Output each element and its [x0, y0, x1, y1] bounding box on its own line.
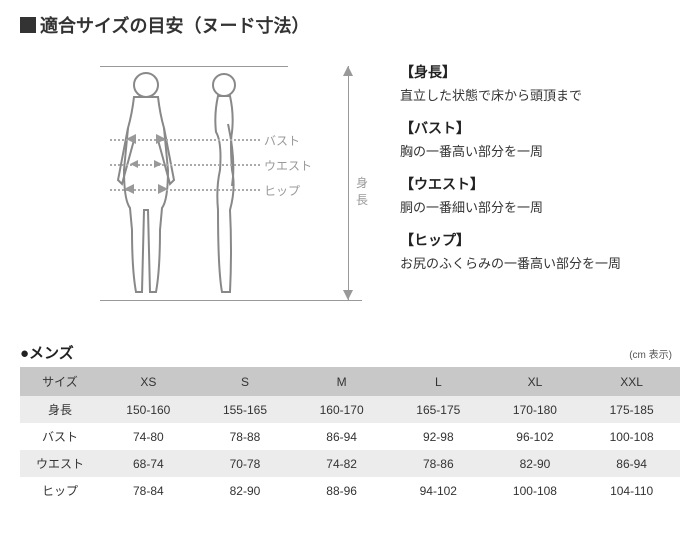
waist-label: ウエスト	[264, 157, 312, 174]
table-title-row: ●メンズ (cm 表示)	[20, 342, 680, 363]
definition-term: 【ウエスト】	[400, 174, 680, 194]
cell-value: 100-108	[487, 477, 584, 504]
definition-desc: 胴の一番細い部分を一周	[400, 197, 680, 216]
title-marker-icon	[20, 17, 36, 33]
cell-value: 96-102	[487, 423, 584, 450]
row-label: 身長	[20, 396, 100, 423]
top-extent-line	[100, 66, 288, 67]
definition-hip: 【ヒップ】 お尻のふくらみの一番高い部分を一周	[400, 230, 680, 272]
height-label: 身長	[356, 174, 368, 208]
table-row: ヒップ78-8482-9088-9694-102100-108104-110	[20, 477, 680, 504]
row-label: ウエスト	[20, 450, 100, 477]
cell-value: 155-165	[197, 396, 294, 423]
header-cell-size: XXL	[583, 367, 680, 396]
definition-term: 【バスト】	[400, 118, 680, 138]
cell-value: 94-102	[390, 477, 487, 504]
table-row: ウエスト68-7470-7874-8278-8682-9086-94	[20, 450, 680, 477]
table-row: バスト74-8078-8886-9492-9896-102100-108	[20, 423, 680, 450]
body-side-icon	[200, 70, 250, 300]
cell-value: 160-170	[293, 396, 390, 423]
definitions-list: 【身長】 直立した状態で床から頭頂まで 【バスト】 胸の一番高い部分を一周 【ウ…	[360, 54, 680, 314]
header-cell-size: S	[197, 367, 294, 396]
bottom-extent-line	[100, 300, 362, 301]
cell-value: 104-110	[583, 477, 680, 504]
header-cell-label: サイズ	[20, 367, 100, 396]
table-header-row: サイズ XS S M L XL XXL	[20, 367, 680, 396]
definition-term: 【身長】	[400, 62, 680, 82]
cell-value: 82-90	[487, 450, 584, 477]
table-unit: (cm 表示)	[629, 346, 680, 361]
cell-value: 78-84	[100, 477, 197, 504]
definition-term: 【ヒップ】	[400, 230, 680, 250]
bust-label: バスト	[264, 132, 300, 149]
header-cell-size: M	[293, 367, 390, 396]
cell-value: 82-90	[197, 477, 294, 504]
title-bar: 適合サイズの目安（ヌード寸法）	[20, 12, 680, 38]
definition-desc: お尻のふくらみの一番高い部分を一周	[400, 253, 680, 272]
size-table-section: ●メンズ (cm 表示) サイズ XS S M L XL XXL 身長150-1…	[20, 342, 680, 504]
definition-waist: 【ウエスト】 胴の一番細い部分を一周	[400, 174, 680, 216]
size-table: サイズ XS S M L XL XXL 身長150-160155-165160-…	[20, 367, 680, 504]
arrow-up-icon	[343, 66, 353, 76]
table-title: ●メンズ	[20, 342, 74, 363]
cell-value: 68-74	[100, 450, 197, 477]
definition-bust: 【バスト】 胸の一番高い部分を一周	[400, 118, 680, 160]
hip-label: ヒップ	[264, 182, 300, 199]
hip-arrows-icon	[124, 182, 168, 196]
cell-value: 100-108	[583, 423, 680, 450]
definition-desc: 直立した状態で床から頭頂まで	[400, 85, 680, 104]
bust-arrows-icon	[126, 132, 166, 146]
cell-value: 78-86	[390, 450, 487, 477]
cell-value: 74-82	[293, 450, 390, 477]
cell-value: 165-175	[390, 396, 487, 423]
header-cell-size: XS	[100, 367, 197, 396]
cell-value: 86-94	[583, 450, 680, 477]
row-label: バスト	[20, 423, 100, 450]
diagram-area: 身長	[20, 54, 680, 314]
page-title: 適合サイズの目安（ヌード寸法）	[40, 12, 309, 38]
cell-value: 70-78	[197, 450, 294, 477]
height-measure-line	[348, 66, 349, 300]
cell-value: 78-88	[197, 423, 294, 450]
row-label: ヒップ	[20, 477, 100, 504]
table-row: 身長150-160155-165160-170165-175170-180175…	[20, 396, 680, 423]
cell-value: 86-94	[293, 423, 390, 450]
definition-height: 【身長】 直立した状態で床から頭頂まで	[400, 62, 680, 104]
cell-value: 88-96	[293, 477, 390, 504]
header-cell-size: XL	[487, 367, 584, 396]
header-cell-size: L	[390, 367, 487, 396]
arrow-down-icon	[343, 290, 353, 300]
body-figure: 身長	[60, 54, 360, 314]
cell-value: 92-98	[390, 423, 487, 450]
cell-value: 175-185	[583, 396, 680, 423]
waist-arrows-icon	[130, 158, 162, 170]
definition-desc: 胸の一番高い部分を一周	[400, 141, 680, 160]
cell-value: 74-80	[100, 423, 197, 450]
cell-value: 150-160	[100, 396, 197, 423]
cell-value: 170-180	[487, 396, 584, 423]
